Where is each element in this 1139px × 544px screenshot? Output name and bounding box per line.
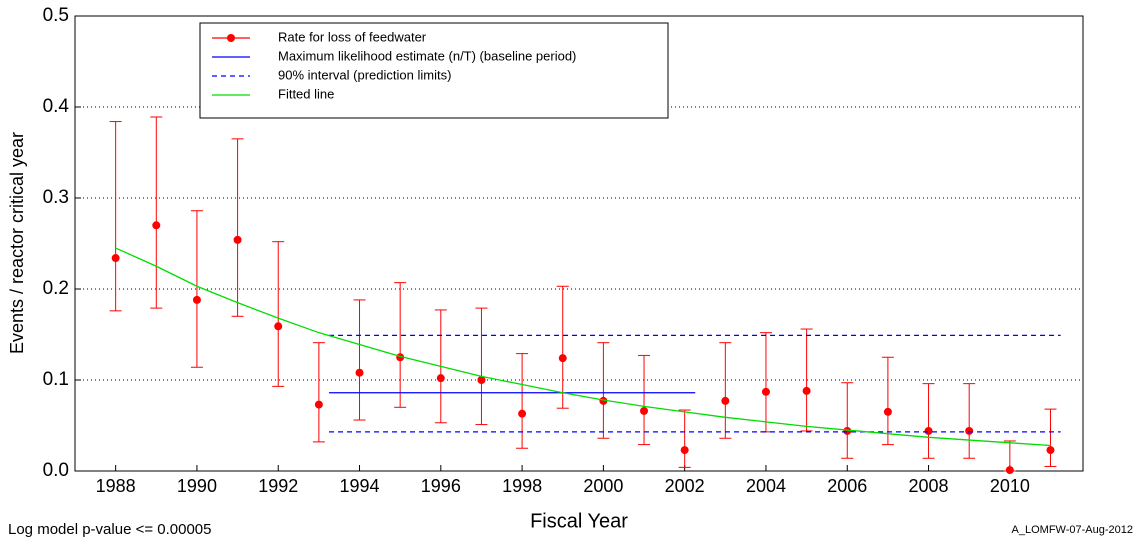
y-tick-label: 0.1: [43, 369, 69, 390]
data-point: [314, 400, 323, 409]
legend-label: Maximum likelihood estimate (n/T) (basel…: [278, 48, 576, 63]
legend: Rate for loss of feedwater Maximum likeli…: [199, 22, 669, 119]
data-point: [924, 426, 933, 435]
data-point: [1005, 466, 1014, 475]
x-tick-label: 1992: [258, 476, 298, 496]
x-tick-label: 1998: [502, 476, 542, 496]
data-point: [843, 426, 852, 435]
data-point: [761, 387, 770, 396]
x-tick-label: 2004: [746, 476, 786, 496]
legend-label: Fitted line: [278, 86, 334, 101]
annotation: Log model p-value <= 0.00005: [8, 521, 212, 538]
annotation: A_LOMFW-07-Aug-2012: [1012, 524, 1133, 536]
data-point: [802, 386, 811, 395]
y-tick-label: 0.0: [43, 460, 69, 481]
data-point: [883, 407, 892, 416]
data-point: [274, 322, 283, 331]
data-point: [518, 409, 527, 418]
data-point: [192, 295, 201, 304]
data-point: [111, 254, 120, 263]
data-point: [965, 426, 974, 435]
legend-marker: [227, 34, 235, 42]
plot-frame: [74, 15, 1084, 472]
x-tick-label: 2010: [990, 476, 1030, 496]
x-tick-label: 1990: [177, 476, 217, 496]
data-point: [436, 374, 445, 383]
x-tick-label: 1996: [421, 476, 461, 496]
data-point: [558, 354, 567, 363]
data-point: [233, 235, 242, 244]
y-tick-label: 0.2: [43, 278, 69, 299]
legend-label: 90% interval (prediction limits): [278, 67, 451, 82]
y-tick-label: 0.5: [43, 5, 69, 26]
x-axis-label: Fiscal Year: [530, 510, 628, 532]
data-point: [355, 368, 364, 377]
y-tick-label: 0.3: [43, 187, 69, 208]
x-tick-label: 2008: [909, 476, 949, 496]
legend-box: [199, 22, 669, 119]
x-tick-label: 2000: [583, 476, 623, 496]
data-point: [477, 376, 486, 384]
x-tick-label: 2002: [665, 476, 705, 496]
y-axis-label: Events / reactor critical year: [7, 132, 27, 354]
line: [115, 247, 1051, 447]
x-tick-label: 2006: [827, 476, 867, 496]
data-point: [599, 396, 608, 405]
data-point: [1046, 446, 1055, 455]
legend-label: Rate for loss of feedwater: [278, 29, 427, 44]
y-tick-label: 0.4: [43, 96, 70, 117]
data-point: [680, 446, 689, 455]
data-point: [721, 396, 730, 405]
data-point: [152, 221, 161, 230]
x-tick-label: 1988: [96, 476, 136, 496]
data-point: [640, 406, 649, 415]
x-tick-label: 1994: [339, 476, 379, 496]
